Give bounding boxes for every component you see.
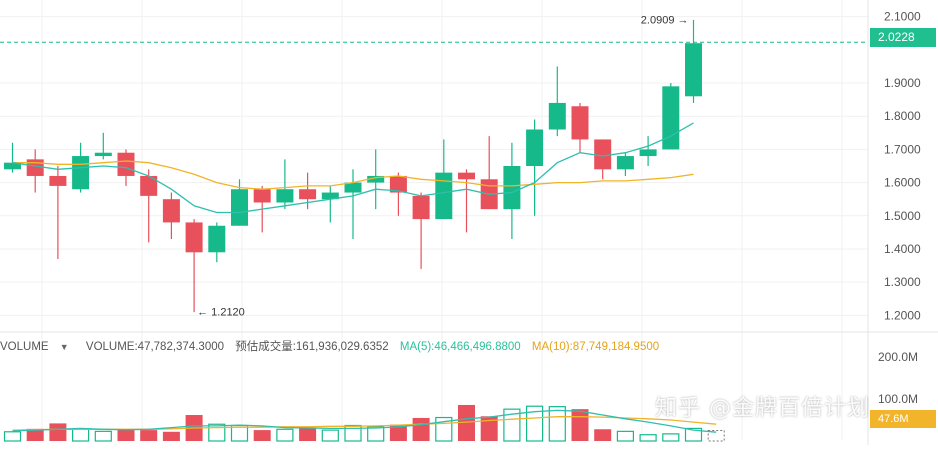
candle-body	[140, 175, 158, 196]
volume-bar	[367, 426, 385, 442]
volume-bar	[639, 434, 657, 442]
volume-bar	[3, 431, 22, 442]
volume-ma5: MA(5):46,466,496.8800	[399, 341, 521, 353]
low-price-annotation: ← 1.2120	[197, 306, 245, 318]
ma-fast-line	[12, 122, 694, 214]
volume-title: VOLUME	[0, 341, 49, 353]
candle-body	[526, 129, 544, 166]
volume-bar	[208, 423, 226, 442]
price-tick-label: 1.7000	[884, 142, 921, 156]
volume-bar	[662, 433, 680, 442]
candle-body	[548, 102, 566, 130]
price-tick-label: 1.2000	[884, 308, 921, 322]
price-tick-label: 1.8000	[884, 109, 921, 123]
candle-body	[117, 152, 135, 176]
volume-bar	[525, 405, 544, 442]
candle-body	[662, 86, 680, 150]
candle-body	[299, 189, 317, 200]
candle-body	[458, 172, 475, 180]
price-tick-label: 1.9000	[884, 76, 921, 90]
candle-body	[367, 175, 385, 183]
volume-bar	[344, 424, 362, 442]
price-tick-label: 1.4000	[884, 242, 921, 256]
candle-body	[571, 106, 589, 140]
candle-body	[616, 156, 634, 170]
volume-bar	[26, 428, 44, 441]
price-tick-label: 2.1000	[884, 10, 921, 24]
volume-tick-label: 100.0M	[878, 392, 918, 406]
volume-bar	[299, 428, 317, 441]
price-tick-label: 1.6000	[884, 176, 921, 190]
volume-bar	[276, 428, 294, 442]
volume-bar	[140, 430, 158, 441]
candle-body	[162, 199, 180, 223]
candle-body	[503, 166, 521, 210]
volume-legend: VOLUME ▼ VOLUME:47,782,374.3000 预估成交量:16…	[0, 338, 659, 358]
candle-body	[26, 159, 44, 176]
candle-body	[72, 156, 90, 190]
volume-bar	[253, 430, 271, 441]
candle-body	[435, 172, 453, 220]
volume-bar	[71, 428, 90, 442]
candle-body	[208, 225, 226, 253]
candle-body	[639, 149, 657, 157]
ma-slow-line	[12, 160, 694, 190]
volume-bar	[503, 408, 521, 442]
volume-bar	[548, 406, 566, 442]
volume-bar	[412, 417, 430, 441]
price-tick-label: 1.5000	[884, 209, 921, 223]
volume-bar	[571, 409, 589, 441]
candle-body	[321, 192, 339, 200]
volume-bar	[616, 430, 635, 442]
candle-body	[594, 139, 612, 170]
candle-body	[685, 43, 702, 97]
watermark: 知乎 @金牌百倍计划	[655, 396, 870, 421]
volume-value: VOLUME:47,782,374.3000	[85, 341, 225, 353]
volume-dropdown-icon[interactable]: ▼	[59, 342, 69, 352]
current-volume-tag: 47.6M	[870, 410, 936, 428]
high-price-annotation: 2.0909 →	[641, 15, 689, 27]
volume-bar	[684, 427, 703, 442]
estimated-volume-bar	[707, 430, 725, 442]
candle-body	[276, 189, 294, 203]
volume-bar	[117, 429, 135, 441]
volume-bar	[389, 424, 407, 441]
volume-ma5-line	[12, 409, 717, 433]
volume-bar	[162, 431, 180, 441]
volume-ma10: MA(10):87,749,184.9500	[531, 341, 660, 353]
candle-body	[231, 189, 248, 226]
current-price-tag: 2.0228	[870, 28, 936, 47]
candle-body	[94, 152, 112, 157]
candle-body	[253, 189, 271, 203]
candle-body	[412, 195, 430, 220]
candle-body	[49, 175, 67, 186]
price-tick-label: 1.3000	[884, 275, 921, 289]
volume-bar	[594, 429, 612, 441]
volume-bar	[49, 423, 67, 441]
candle-body	[185, 222, 203, 253]
candle-body	[4, 162, 21, 170]
candle-body	[344, 182, 362, 193]
estimated-volume: 预估成交量:161,936,029.6352	[235, 341, 389, 353]
volume-tick-label: 200.0M	[878, 350, 918, 364]
volume-bar	[480, 416, 498, 441]
volume-bar	[94, 430, 112, 442]
candle-body	[389, 175, 407, 193]
volume-bar	[458, 404, 475, 441]
volume-bar	[321, 429, 339, 442]
